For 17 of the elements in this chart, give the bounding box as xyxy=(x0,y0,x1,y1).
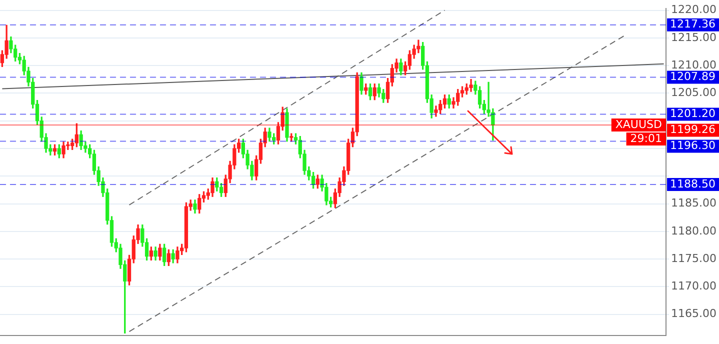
ref-line-label: 1207.89 xyxy=(670,70,716,84)
ref-line-label: 1196.30 xyxy=(670,139,716,152)
ref-line-label: 1199.26 xyxy=(670,123,716,136)
y-tick-label: 1175.00 xyxy=(671,252,716,265)
y-tick-label: 1165.00 xyxy=(671,307,716,320)
ref-line-label: 1201.20 xyxy=(670,107,716,120)
y-tick-label: 1185.00 xyxy=(671,196,716,210)
annotation: 29:01 xyxy=(630,132,662,145)
y-tick-label: 1220.00 xyxy=(671,3,716,16)
annotation: XAUUSD xyxy=(615,118,662,131)
ref-line-label: 1188.50 xyxy=(670,177,716,190)
y-tick-label: 1210.00 xyxy=(671,58,716,72)
y-tick-label: 1215.00 xyxy=(671,30,716,44)
y-tick-label: 1170.00 xyxy=(671,280,716,293)
y-tick-label: 1180.00 xyxy=(671,224,716,238)
ref-line-label: 1217.36 xyxy=(670,18,716,31)
y-tick-label: 1205.00 xyxy=(671,86,716,100)
